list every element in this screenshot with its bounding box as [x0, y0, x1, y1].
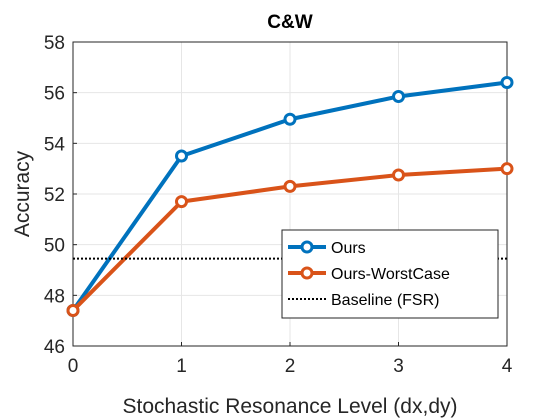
- y-tick-label: 50: [44, 236, 65, 257]
- x-tick-label: 2: [285, 356, 296, 377]
- y-tick-label: 46: [44, 337, 65, 358]
- x-axis-label: Stochastic Resonance Level (dx,dy): [122, 395, 457, 418]
- legend: Ours Ours-WorstCase Baseline (FSR): [281, 229, 499, 319]
- legend-entry-label: Ours: [331, 240, 366, 257]
- x-tick-label: 3: [393, 356, 404, 377]
- series-point-1: [392, 168, 405, 182]
- y-tick-label: 52: [44, 185, 65, 206]
- series-point-1: [66, 304, 80, 318]
- series-point-1: [500, 162, 514, 176]
- series-point-1: [283, 179, 297, 193]
- x-tick-label: 0: [68, 356, 79, 377]
- legend-entry-label: Baseline (FSR): [331, 292, 439, 309]
- legend-marker-0: [300, 240, 314, 254]
- tick-labels: 0 1 2 3 4 46 48 50 52 54 56 58: [44, 33, 513, 377]
- y-tick-label: 58: [44, 33, 65, 54]
- series-point-0: [175, 149, 188, 163]
- y-axis-label: Accuracy: [11, 150, 34, 237]
- series-point-0: [500, 76, 514, 90]
- x-tick-label: 1: [176, 356, 187, 377]
- y-tick-label: 56: [44, 84, 65, 105]
- legend-marker-1: [300, 266, 314, 280]
- y-tick-label: 48: [44, 286, 65, 307]
- series-point-0: [283, 112, 297, 126]
- legend-entry-label: Ours-WorstCase: [331, 266, 450, 283]
- chart-title: C&W: [267, 12, 312, 33]
- y-tick-label: 54: [44, 134, 66, 155]
- series-point-0: [392, 89, 405, 103]
- plot-area-frame: [72, 41, 508, 347]
- x-tick-label: 4: [502, 356, 513, 377]
- series-point-1: [175, 195, 188, 209]
